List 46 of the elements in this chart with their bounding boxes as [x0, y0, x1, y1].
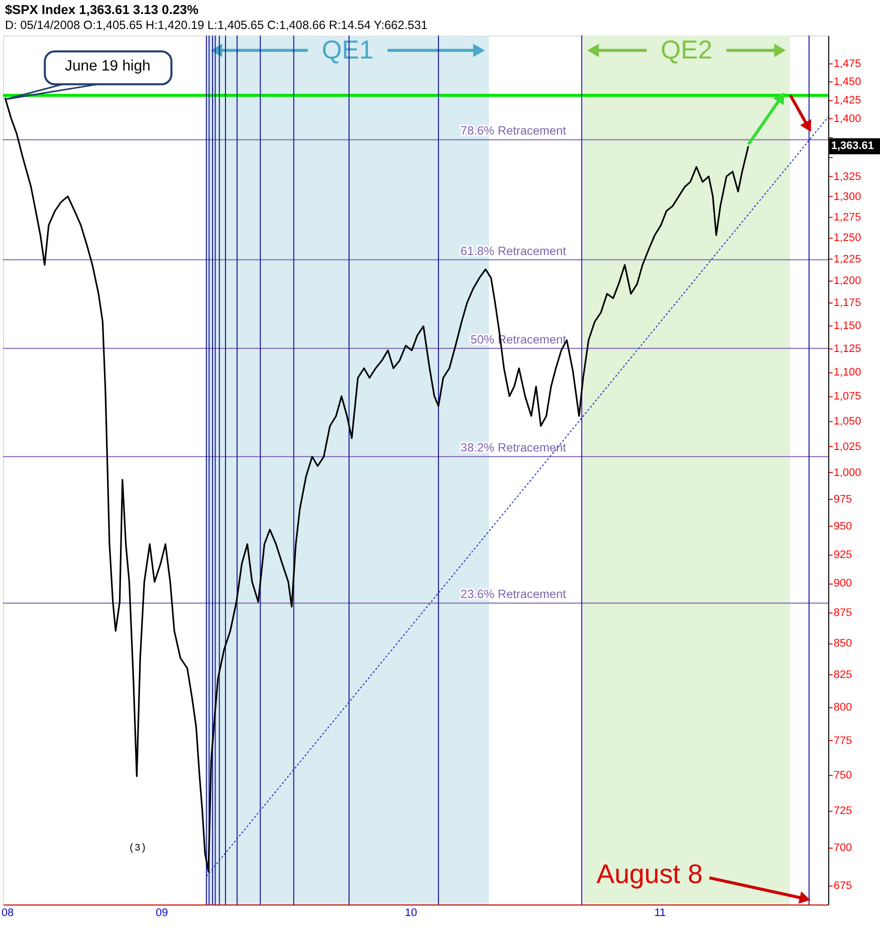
y-tick-label: 1,450 — [834, 76, 862, 88]
annotation: June 19 high — [64, 58, 150, 75]
y-tick-label: 1,100 — [834, 366, 862, 379]
y-tick-label: 1,175 — [834, 297, 862, 310]
y-tick-label: 1,075 — [834, 390, 862, 403]
y-tick-label: 750 — [834, 769, 852, 782]
y-tick-label: 875 — [834, 607, 852, 620]
y-tick-label: 825 — [834, 669, 852, 682]
x-tick-label: 09 — [156, 906, 168, 919]
y-tick-label: 1,400 — [834, 112, 862, 125]
ref-line-label: 38.2% Retracement — [460, 440, 567, 455]
x-tick-label: 10 — [404, 906, 418, 919]
text: 1,363.61 — [831, 140, 874, 152]
y-tick-label: 1,325 — [834, 170, 862, 183]
y-tick-label: 1,225 — [834, 253, 862, 266]
y-tick-label: 1,475 — [834, 58, 862, 70]
x-tick-label: 08 — [1, 906, 14, 919]
y-tick-label: 1,275 — [834, 211, 862, 224]
annotation: (3) — [128, 842, 146, 854]
x-tick-label: 11 — [654, 906, 666, 919]
chart-subtitle: D: 05/14/2008 O:1,405.65 H:1,420.19 L:1,405.65 C:1,408.66 R:14.54 Y:662.531 — [4, 18, 428, 32]
y-tick-label: 725 — [834, 804, 852, 817]
ref-line-label: 78.6% Retracement — [460, 124, 567, 138]
y-tick-label: 900 — [834, 578, 852, 590]
y-tick-label: 1,200 — [834, 275, 862, 288]
ref-line-label: 23.6% Retracement — [460, 587, 567, 602]
y-tick-label: 1,300 — [834, 190, 862, 203]
band-label: QE2 — [660, 36, 712, 64]
y-tick-label: 800 — [834, 701, 852, 714]
y-tick-label: 950 — [834, 520, 852, 533]
annotation: August 8 — [596, 858, 703, 889]
y-tick-label: 1,150 — [834, 320, 862, 332]
y-tick-label: 700 — [834, 842, 852, 854]
y-tick-label: 675 — [834, 880, 852, 892]
y-tick-label: 1,425 — [834, 94, 862, 106]
ref-line-label: 61.8% Retracement — [460, 244, 567, 258]
y-tick-label: 1,025 — [834, 440, 862, 453]
y-tick-label: 775 — [834, 734, 852, 747]
y-tick-label: 850 — [834, 638, 852, 650]
chart-title: $SPX Index 1,363.61 3.13 0.23% — [4, 2, 199, 18]
y-tick-label: 1,125 — [834, 342, 862, 355]
y-tick-label: 925 — [834, 548, 852, 561]
y-tick-label: 1,050 — [834, 415, 862, 428]
y-tick-label: 1,000 — [834, 466, 862, 479]
y-tick-label: 1,250 — [834, 232, 862, 244]
y-tick-label: 975 — [834, 493, 852, 506]
